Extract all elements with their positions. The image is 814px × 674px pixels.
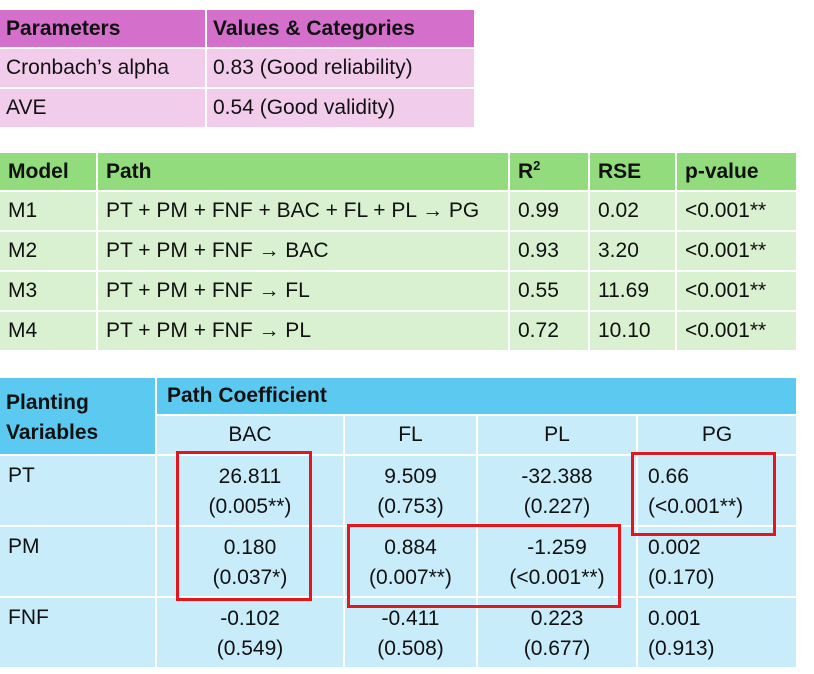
coef-cell: 26.811 (0.005**) — [156, 455, 345, 527]
coef-cell: -0.102 (0.549) — [156, 597, 345, 669]
coef-subheader-row: BAC FL PL PG — [0, 415, 799, 456]
model-path: PT + PM + FNF → PL — [97, 311, 510, 352]
coef-value: -32.388 — [521, 465, 593, 488]
model-pvalue: <0.001** — [676, 191, 798, 232]
param-cronbach-alpha: Cronbach’s alpha — [0, 48, 207, 89]
col-pg: PG — [637, 415, 799, 456]
reliability-table: Parameters Values & Categories Cronbach’… — [0, 10, 476, 129]
col-pl: PL — [477, 415, 638, 456]
model-header-row: Model Path R2 RSE p-value — [0, 153, 798, 192]
model-r2: 0.99 — [509, 191, 590, 232]
reliability-header-row: Parameters Values & Categories — [0, 10, 476, 49]
header-planting-line2: Variables — [6, 421, 99, 444]
coef-cell: -0.411 (0.508) — [344, 597, 478, 669]
coef-cell: -32.388 (0.227) — [477, 455, 638, 527]
col-fl: FL — [344, 415, 478, 456]
table-row: AVE 0.54 (Good validity) — [0, 88, 476, 129]
model-r2: 0.93 — [509, 231, 590, 272]
coef-group-header-row: Planting Variables Path Coefficient — [0, 378, 799, 456]
var-label: FNF — [0, 597, 157, 669]
header-pvalue: p-value — [676, 153, 798, 192]
coef-cell: 0.884 (0.007**) — [344, 526, 478, 598]
coef-pvalue: (0.508) — [377, 637, 444, 660]
coef-value: 0.180 — [223, 536, 277, 559]
table-row: M4 PT + PM + FNF → PL 0.72 10.10 <0.001*… — [0, 311, 798, 352]
coef-pvalue: (0.677) — [523, 637, 591, 660]
header-parameters: Parameters — [0, 10, 207, 49]
coef-pvalue: (0.170) — [648, 566, 715, 589]
param-ave: AVE — [0, 88, 207, 129]
model-rse: 10.10 — [589, 311, 677, 352]
model-id: M1 — [0, 191, 98, 232]
table-row: PM 0.180 (0.037*) 0.884 (0.007**) -1.259 (<… — [0, 526, 799, 598]
coef-cell: 0.223 (0.677) — [477, 597, 638, 669]
coefficient-table: Planting Variables Path Coefficient BAC … — [0, 378, 799, 669]
table-row: Cronbach’s alpha 0.83 (Good reliability) — [0, 48, 476, 89]
var-label: PM — [0, 526, 157, 598]
model-pvalue: <0.001** — [676, 231, 798, 272]
table-row: M2 PT + PM + FNF → BAC 0.93 3.20 <0.001*… — [0, 231, 798, 272]
coef-value: 26.811 — [218, 465, 282, 488]
coef-pvalue: (0.037*) — [212, 566, 288, 589]
table-row: PT 26.811 (0.005**) 9.509 (0.753) -32.388 (… — [0, 455, 799, 527]
header-values-categories: Values & Categories — [206, 10, 476, 49]
coef-cell: 0.001 (0.913) — [637, 597, 799, 669]
coef-value: -0.411 — [381, 607, 440, 630]
header-path: Path — [97, 153, 510, 192]
coef-cell: 0.002 (0.170) — [637, 526, 799, 598]
model-rse: 3.20 — [589, 231, 677, 272]
coef-value: 0.884 — [384, 536, 437, 559]
coef-pvalue: (0.913) — [648, 637, 715, 660]
coef-value: 0.002 — [648, 536, 701, 559]
coef-cell: 0.66 (<0.001**) — [637, 455, 799, 527]
table-row: M1 PT + PM + FNF + BAC + FL + PL → PG 0.… — [0, 191, 798, 232]
col-bac: BAC — [156, 415, 345, 456]
model-path: PT + PM + FNF + BAC + FL + PL → PG — [97, 191, 510, 232]
coef-value: 9.509 — [384, 465, 437, 488]
model-id: M3 — [0, 271, 98, 312]
coef-value: 0.66 — [648, 465, 689, 488]
coef-pvalue: (0.007**) — [369, 566, 452, 589]
model-r2: 0.72 — [509, 311, 590, 352]
header-path-coefficient: Path Coefficient — [156, 378, 799, 416]
coef-pvalue: (<0.001**) — [509, 566, 605, 589]
coef-cell: 0.180 (0.037*) — [156, 526, 345, 598]
coef-pvalue: (0.005**) — [208, 495, 292, 518]
coef-cell: -1.259 (<0.001**) — [477, 526, 638, 598]
model-rse: 0.02 — [589, 191, 677, 232]
r2-base: R — [518, 159, 534, 183]
model-table: Model Path R2 RSE p-value M1 PT + PM + F… — [0, 153, 798, 352]
coef-cell: 9.509 (0.753) — [344, 455, 478, 527]
model-path: PT + PM + FNF → BAC — [97, 231, 510, 272]
coef-pvalue: (0.753) — [377, 495, 444, 518]
coef-pvalue: (<0.001**) — [648, 495, 744, 518]
header-planting-variables: Planting Variables — [0, 378, 157, 456]
coef-value: -0.102 — [220, 607, 280, 630]
table-row: FNF -0.102 (0.549) -0.411 (0.508) 0.223 (0.… — [0, 597, 799, 669]
value-ave: 0.54 (Good validity) — [206, 88, 476, 129]
model-path: PT + PM + FNF → FL — [97, 271, 510, 312]
model-pvalue: <0.001** — [676, 271, 798, 312]
coef-pvalue: (0.549) — [216, 637, 284, 660]
model-id: M2 — [0, 231, 98, 272]
header-rse: RSE — [589, 153, 677, 192]
coef-value: -1.259 — [527, 536, 587, 559]
model-id: M4 — [0, 311, 98, 352]
model-r2: 0.55 — [509, 271, 590, 312]
model-pvalue: <0.001** — [676, 311, 798, 352]
header-r2: R2 — [509, 153, 590, 192]
coef-pvalue: (0.227) — [523, 495, 591, 518]
coef-value: 0.001 — [648, 607, 701, 630]
r2-superscript: 2 — [533, 157, 541, 173]
table-row: M3 PT + PM + FNF → FL 0.55 11.69 <0.001*… — [0, 271, 798, 312]
var-label: PT — [0, 455, 157, 527]
header-model: Model — [0, 153, 98, 192]
header-planting-line1: Planting — [6, 391, 89, 414]
coef-value: 0.223 — [530, 607, 584, 630]
value-cronbach-alpha: 0.83 (Good reliability) — [206, 48, 476, 89]
model-rse: 11.69 — [589, 271, 677, 312]
